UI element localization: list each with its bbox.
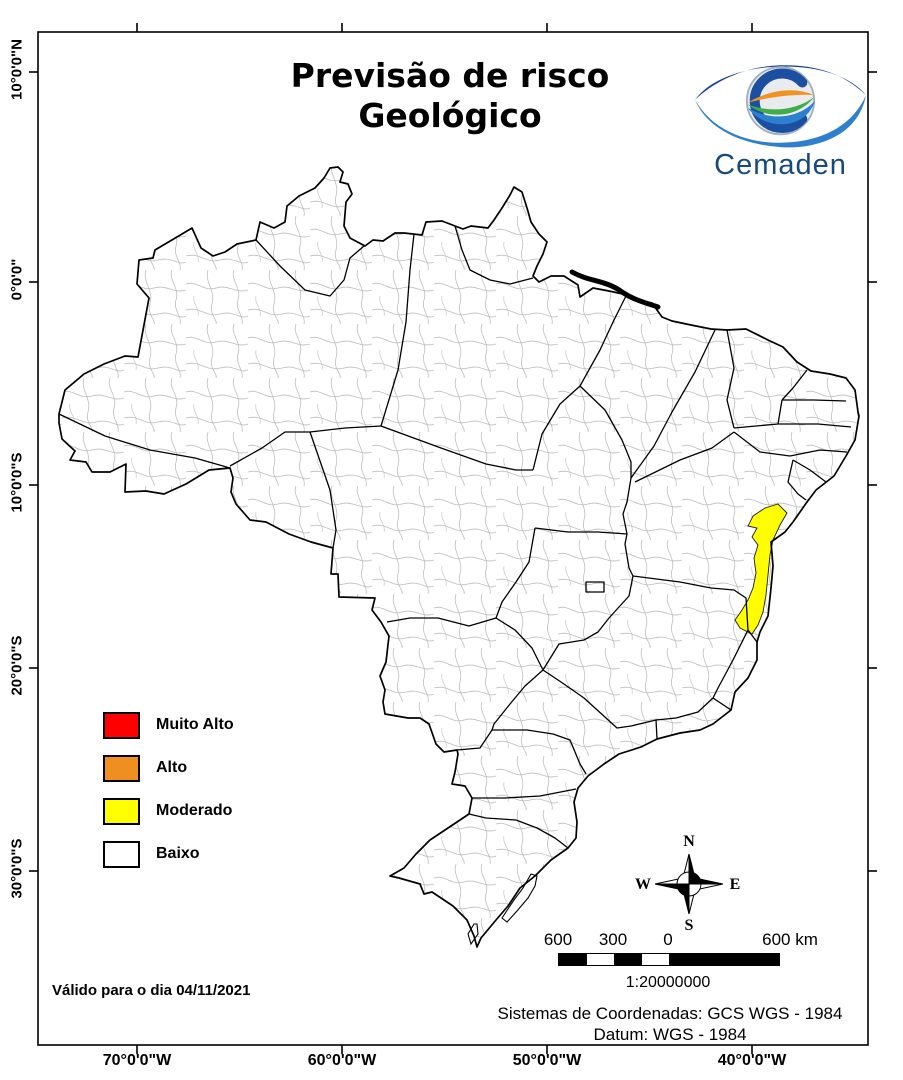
latitude-ticks xyxy=(29,71,877,872)
compass-s-label: S xyxy=(685,917,694,934)
compass-n-label: N xyxy=(683,833,695,850)
scale-label-600-left: 600 xyxy=(543,930,573,949)
legend-item-muito-alto: Muito Alto xyxy=(103,710,234,740)
muito-alto-swatch xyxy=(103,711,140,739)
lon-label-50w: 50°0'0"W xyxy=(512,1052,582,1069)
baixo-swatch xyxy=(103,840,140,868)
alto-label: Alto xyxy=(156,759,188,776)
lat-label-30s: 30°0'0"S xyxy=(8,838,26,899)
scale-bar-graphic xyxy=(558,953,780,966)
legend-item-baixo: Baixo xyxy=(103,839,234,869)
lon-label-60w: 60°0'0"W xyxy=(307,1052,377,1069)
scale-bar: 600 300 0 600 km 1:20000000 xyxy=(540,930,830,1000)
risk-legend: Muito Alto Alto Moderado Baixo xyxy=(103,710,234,882)
title-line-1: Previsão de risco xyxy=(290,56,610,95)
moderado-risk-region xyxy=(734,503,788,635)
lat-label-0: 0°0'0" xyxy=(8,258,26,301)
projection-note: Sistemas de Coordenadas: GCS WGS - 1984 … xyxy=(470,1004,870,1045)
moderado-swatch xyxy=(103,797,140,825)
amazon-mouth-detail xyxy=(569,269,661,310)
lat-label-20s: 20°0'0"S xyxy=(8,635,26,696)
lat-label-10s: 10°0'0"S xyxy=(8,452,26,513)
page-title: Previsão de risco Geológico xyxy=(180,56,720,137)
legend-item-moderado: Moderado xyxy=(103,796,234,826)
moderado-label: Moderado xyxy=(156,802,233,819)
compass-w-label: W xyxy=(635,876,651,893)
scale-label-300: 300 xyxy=(598,930,628,949)
valid-date-note: Válido para o dia 04/11/2021 xyxy=(52,982,251,999)
longitude-ticks xyxy=(136,23,753,1054)
muito-alto-label: Muito Alto xyxy=(156,716,234,733)
lon-label-70w: 70°0'0"W xyxy=(102,1052,172,1069)
lon-label-40w: 40°0'0"W xyxy=(717,1052,787,1069)
scale-ratio: 1:20000000 xyxy=(625,974,711,991)
datum-line: Datum: WGS - 1984 xyxy=(593,1024,747,1044)
legend-item-alto: Alto xyxy=(103,753,234,783)
title-line-2: Geológico xyxy=(358,96,542,136)
scale-label-600-km: 600 km xyxy=(762,930,818,949)
cemaden-logo-text: Cemaden xyxy=(714,149,847,181)
compass-e-label: E xyxy=(730,876,741,893)
scale-label-0: 0 xyxy=(663,930,673,949)
brazil-outline xyxy=(58,166,860,948)
state-boundaries xyxy=(58,225,852,849)
cemaden-eye-icon xyxy=(695,65,866,148)
cemaden-logo: Cemaden xyxy=(688,48,873,182)
baixo-label: Baixo xyxy=(156,845,200,862)
lat-label-10n: 10°0'0"N xyxy=(8,39,26,100)
alto-swatch xyxy=(103,754,140,782)
compass-rose-icon: N E S W xyxy=(635,833,741,934)
coordinate-system-line: Sistemas de Coordenadas: GCS WGS - 1984 xyxy=(497,1004,843,1023)
